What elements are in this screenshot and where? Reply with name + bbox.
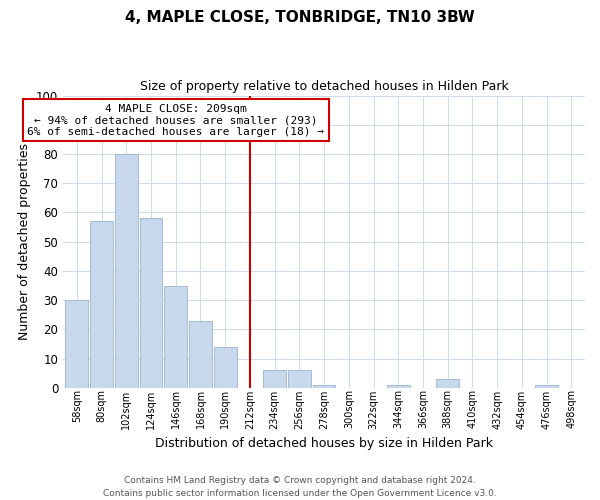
Bar [65,300,88,388]
Bar [288,370,311,388]
Y-axis label: Number of detached properties: Number of detached properties [17,143,31,340]
Bar [313,385,335,388]
Text: 4, MAPLE CLOSE, TONBRIDGE, TN10 3BW: 4, MAPLE CLOSE, TONBRIDGE, TN10 3BW [125,10,475,25]
Bar [189,320,212,388]
X-axis label: Distribution of detached houses by size in Hilden Park: Distribution of detached houses by size … [155,437,493,450]
Bar [436,379,459,388]
Text: Contains HM Land Registry data © Crown copyright and database right 2024.
Contai: Contains HM Land Registry data © Crown c… [103,476,497,498]
Text: 4 MAPLE CLOSE: 209sqm
← 94% of detached houses are smaller (293)
6% of semi-deta: 4 MAPLE CLOSE: 209sqm ← 94% of detached … [27,104,324,137]
Bar [263,370,286,388]
Bar [164,286,187,388]
Bar [115,154,137,388]
Bar [214,347,236,388]
Bar [387,385,410,388]
Bar [535,385,558,388]
Bar [90,222,113,388]
Title: Size of property relative to detached houses in Hilden Park: Size of property relative to detached ho… [140,80,508,93]
Bar [140,218,163,388]
